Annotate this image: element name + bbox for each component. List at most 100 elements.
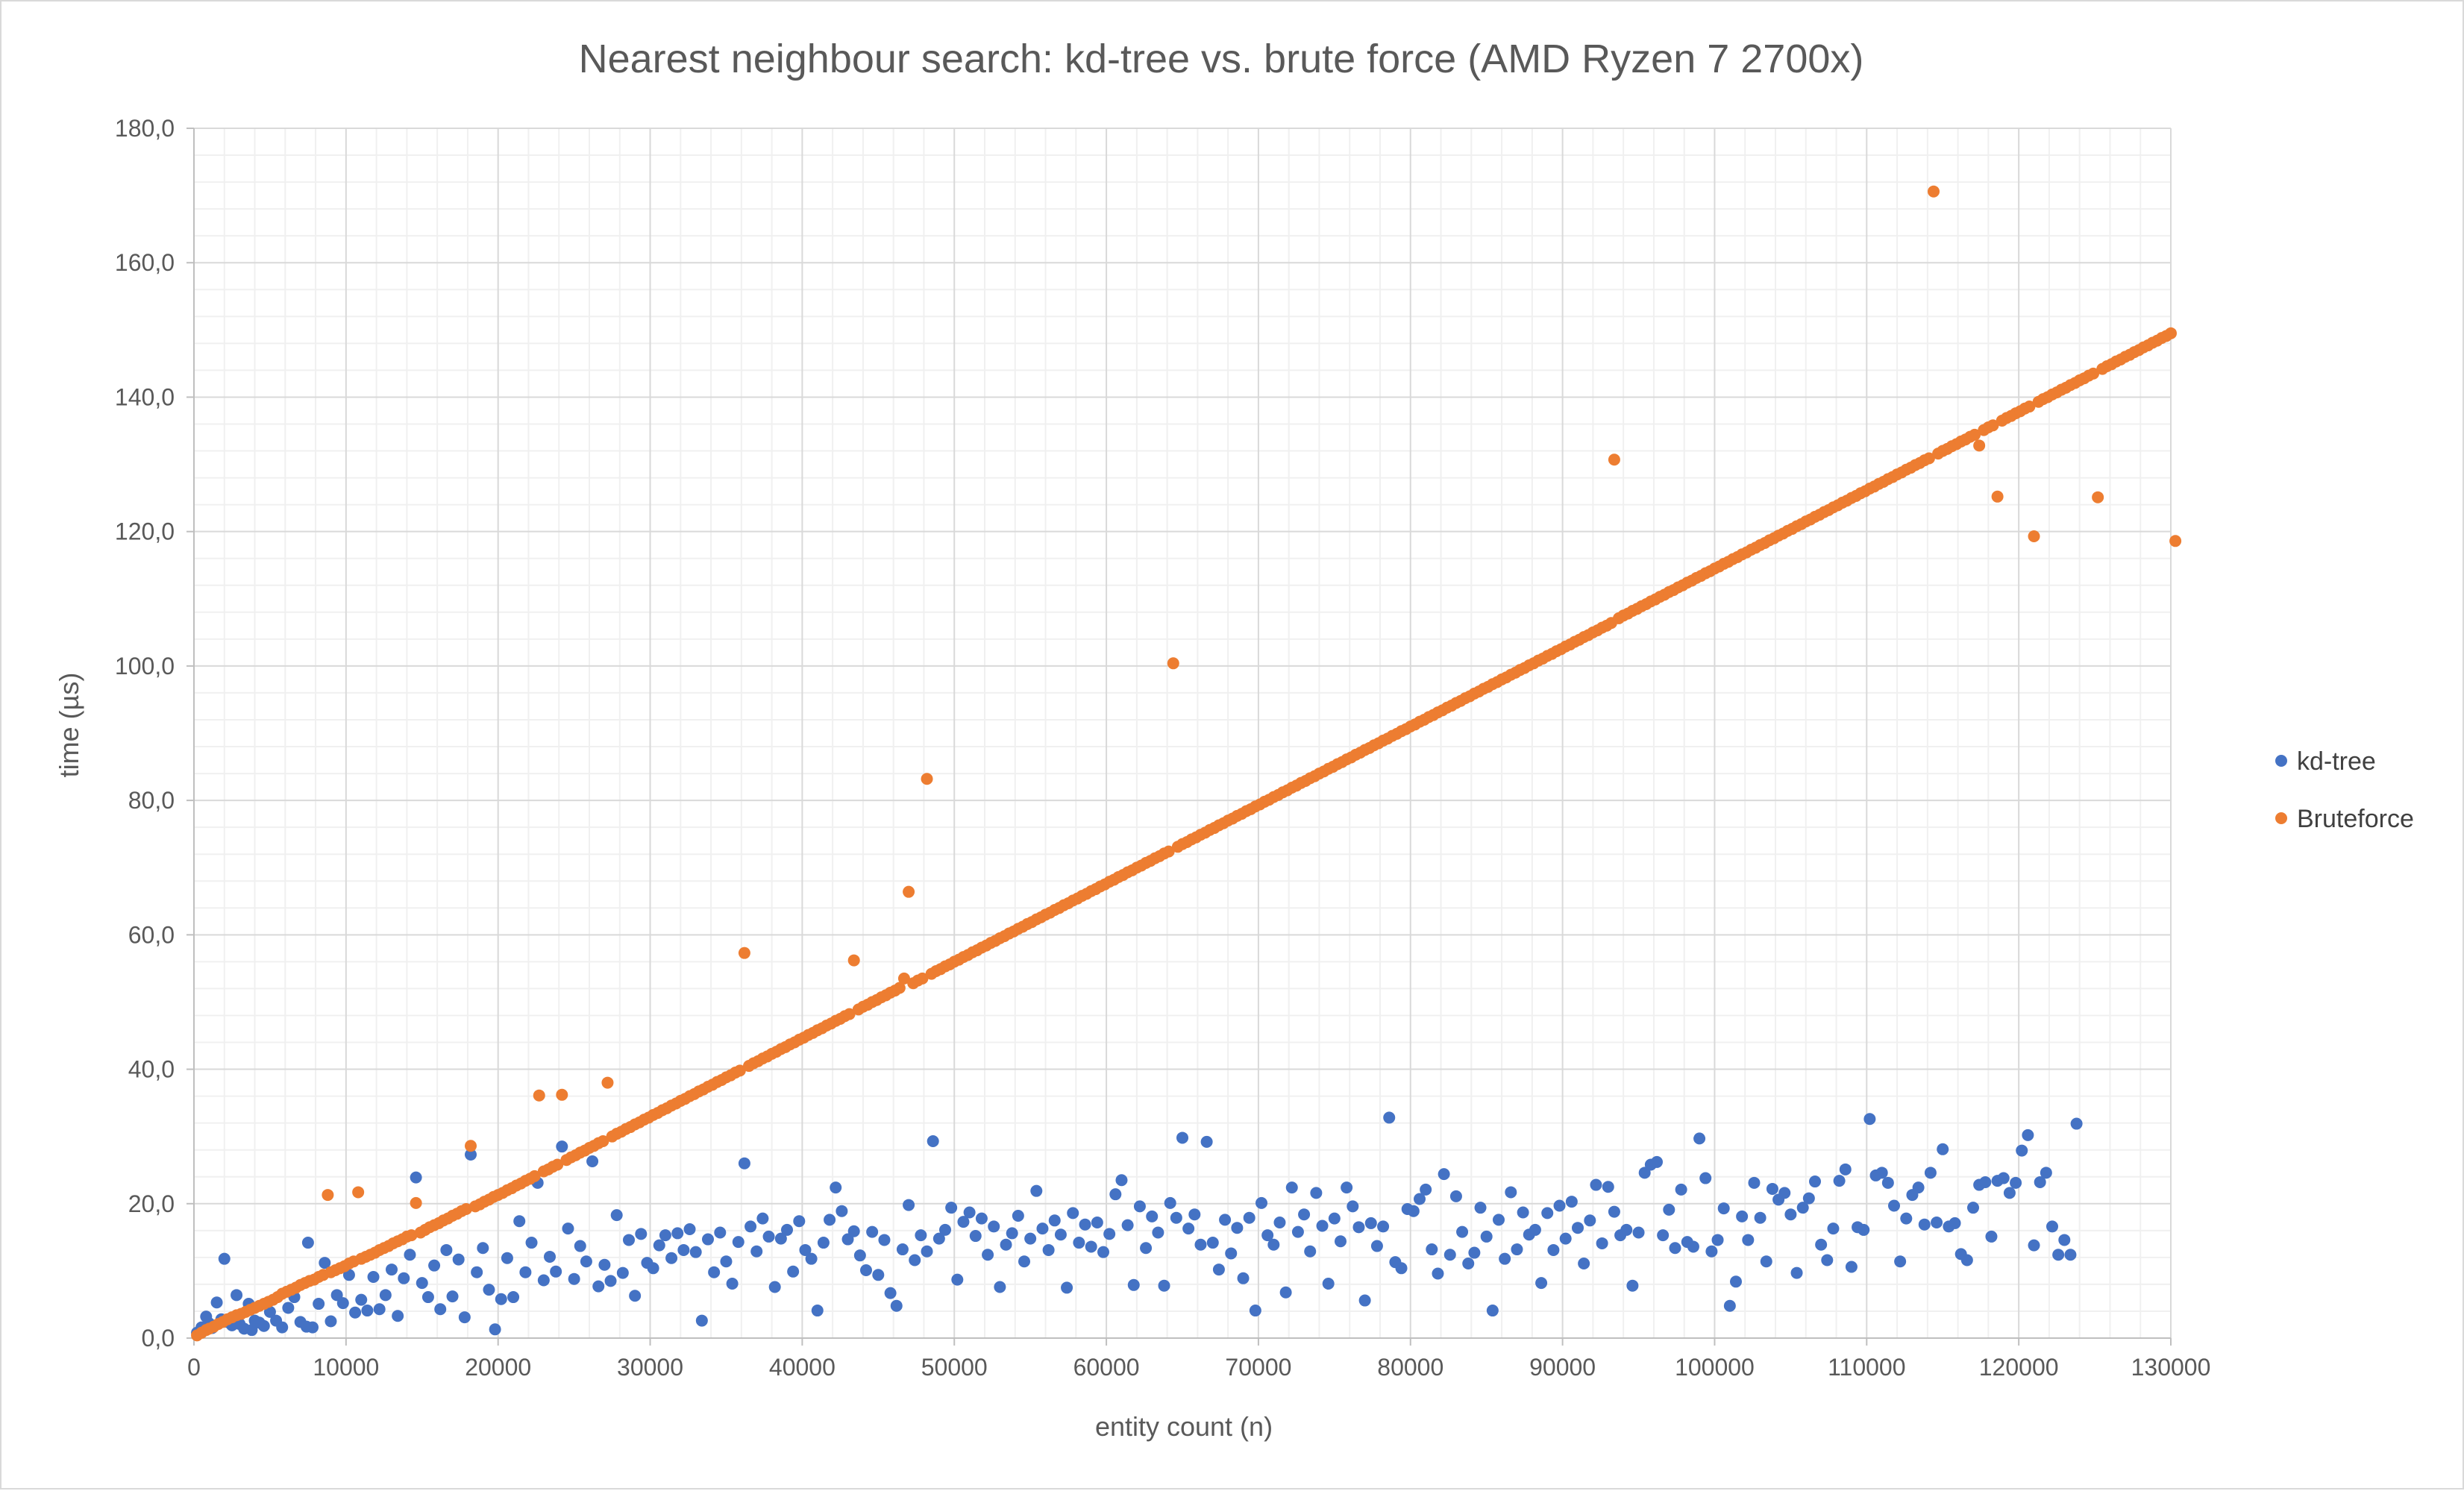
kd-tree-point — [2022, 1129, 2034, 1141]
kd-tree-point — [1541, 1207, 1554, 1220]
kd-tree-point — [945, 1202, 958, 1214]
kd-tree-point — [1097, 1246, 1109, 1258]
bruteforce-point — [460, 1202, 472, 1215]
kd-tree-point — [1663, 1203, 1675, 1216]
kd-tree-point — [756, 1212, 769, 1225]
kd-tree-point — [671, 1227, 684, 1240]
kd-tree-point — [1182, 1222, 1195, 1235]
bruteforce-point — [847, 954, 860, 967]
kd-tree-point — [824, 1214, 836, 1226]
kd-tree-point — [574, 1240, 586, 1252]
legend-label-bruteforce: Bruteforce — [2297, 805, 2414, 833]
x-tick-label: 110000 — [1828, 1354, 1905, 1381]
major-gridlines — [193, 128, 2172, 1339]
kd-tree-point — [720, 1255, 733, 1268]
bruteforce-point — [2087, 367, 2100, 380]
y-tick-label: 60,0 — [128, 921, 175, 948]
kd-tree-point — [586, 1155, 599, 1168]
kd-tree-point — [1699, 1172, 1712, 1184]
kd-tree-point — [1778, 1187, 1791, 1199]
kd-tree-point — [1894, 1255, 1907, 1268]
kd-tree-point — [2070, 1117, 2083, 1130]
kd-tree-point — [1298, 1208, 1311, 1221]
kd-tree-point — [738, 1157, 750, 1170]
axis-lines — [186, 128, 2172, 1346]
kd-tree-point — [939, 1223, 951, 1236]
kd-tree-point — [1273, 1217, 1286, 1229]
kd-tree-point — [1918, 1218, 1931, 1231]
kd-tree-point — [1675, 1183, 1687, 1196]
kd-tree-point — [1486, 1305, 1499, 1317]
kd-tree-point — [1164, 1196, 1176, 1209]
kd-tree-point — [1237, 1272, 1250, 1284]
kd-tree-point — [623, 1234, 635, 1246]
kd-tree-point — [1608, 1205, 1620, 1218]
y-tick-label: 120,0 — [115, 518, 175, 545]
x-tick-label: 50000 — [921, 1354, 988, 1381]
kd-tree-point — [774, 1232, 787, 1245]
kd-tree-point — [994, 1281, 1006, 1293]
x-tick-label: 70000 — [1225, 1354, 1291, 1381]
kd-tree-point — [1358, 1294, 1371, 1307]
kd-tree-point — [1146, 1210, 1159, 1222]
bruteforce-point — [601, 1076, 614, 1089]
kd-tree-point — [1000, 1238, 1012, 1251]
chart-title: Nearest neighbour search: kd-tree vs. br… — [579, 37, 1864, 81]
kd-tree-point — [325, 1315, 337, 1328]
kd-tree-point — [1316, 1220, 1329, 1232]
kd-tree-point — [1839, 1163, 1852, 1175]
kd-tree-point — [1626, 1279, 1639, 1292]
kd-tree-point — [458, 1311, 471, 1324]
kd-tree-point — [1924, 1167, 1937, 1179]
kd-tree-point — [799, 1243, 812, 1256]
kd-tree-point — [787, 1265, 800, 1278]
kd-tree-point — [2028, 1239, 2040, 1252]
kd-tree-point — [969, 1230, 982, 1243]
kd-tree-point — [1881, 1176, 1894, 1189]
series-bruteforce — [191, 185, 2182, 1342]
bruteforce-point — [528, 1170, 541, 1182]
kd-tree-point — [750, 1245, 763, 1258]
kd-tree-point — [1261, 1229, 1274, 1242]
kd-tree-point — [932, 1232, 945, 1245]
kd-tree-point — [1754, 1211, 1767, 1224]
x-tick-label: 10000 — [313, 1354, 379, 1381]
minor-gridlines — [194, 128, 2171, 1338]
kd-tree-point — [1395, 1262, 1408, 1275]
kd-tree-point — [903, 1199, 915, 1211]
kd-tree-point — [921, 1245, 933, 1258]
kd-tree-point — [1693, 1132, 1706, 1145]
kd-tree-point — [1474, 1202, 1487, 1214]
kd-tree-point — [1620, 1223, 1633, 1236]
y-axis-title: time (µs) — [54, 673, 84, 778]
x-tick-label: 40000 — [769, 1354, 836, 1381]
kd-tree-point — [1067, 1207, 1079, 1220]
kd-tree-point — [1462, 1257, 1475, 1269]
kd-tree-point — [1480, 1230, 1493, 1243]
kd-tree-point — [744, 1220, 757, 1233]
kd-tree-point — [1018, 1255, 1030, 1268]
kd-tree-point — [1802, 1192, 1815, 1205]
y-tick-label: 100,0 — [115, 653, 175, 679]
kd-tree-point — [1657, 1229, 1670, 1242]
kd-tree-point — [313, 1298, 325, 1310]
bruteforce-point — [352, 1186, 365, 1199]
kd-tree-point — [1499, 1252, 1511, 1265]
kd-tree-point — [1109, 1188, 1122, 1201]
bruteforce-point — [1608, 453, 1620, 466]
kd-tree-point — [1717, 1202, 1730, 1215]
kd-tree-point — [1012, 1209, 1024, 1222]
kd-tree-point — [616, 1266, 629, 1279]
kd-tree-point — [1559, 1232, 1572, 1245]
kd-tree-point — [598, 1258, 611, 1271]
kd-tree-point — [1310, 1187, 1323, 1199]
kd-tree-point — [1912, 1181, 1925, 1194]
kd-tree-point — [1505, 1186, 1517, 1199]
kd-tree-point — [1432, 1267, 1444, 1280]
kd-tree-point — [659, 1229, 671, 1242]
kd-tree-point — [301, 1237, 314, 1249]
x-tick-label: 60000 — [1073, 1354, 1140, 1381]
kd-tree-point — [1809, 1175, 1821, 1188]
bruteforce-point — [2165, 327, 2177, 339]
kd-tree-point — [218, 1252, 231, 1265]
